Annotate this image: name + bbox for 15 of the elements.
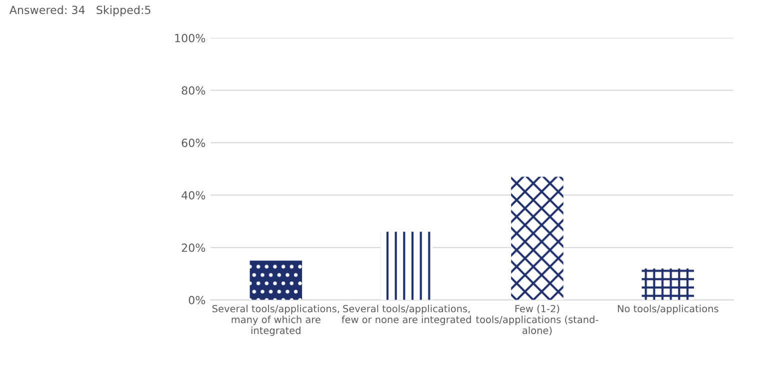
x-tick-label: Several tools/applications, many of which are integrated: [212, 304, 340, 336]
y-tick-label: 60%: [182, 138, 206, 148]
y-tick-label: 100%: [175, 34, 206, 42]
bar: [380, 232, 433, 300]
text: Answered: 34 Skipped:5: [9, 6, 150, 16]
y-tick-label: 40%: [182, 191, 206, 200]
x-tick-label: No tools/applications: [618, 304, 718, 314]
y-tick-label: 80%: [182, 86, 206, 95]
x-tick-label: Several tools/applications, few or none are integrated: [342, 304, 471, 326]
x-tick-label: Few (1-2) tools/applications (stand- alone): [476, 304, 598, 336]
bar: [511, 176, 564, 300]
bar: [250, 260, 302, 300]
y-tick-label: 0%: [188, 296, 206, 304]
bar: [642, 268, 694, 300]
y-tick-label: 20%: [182, 243, 206, 252]
